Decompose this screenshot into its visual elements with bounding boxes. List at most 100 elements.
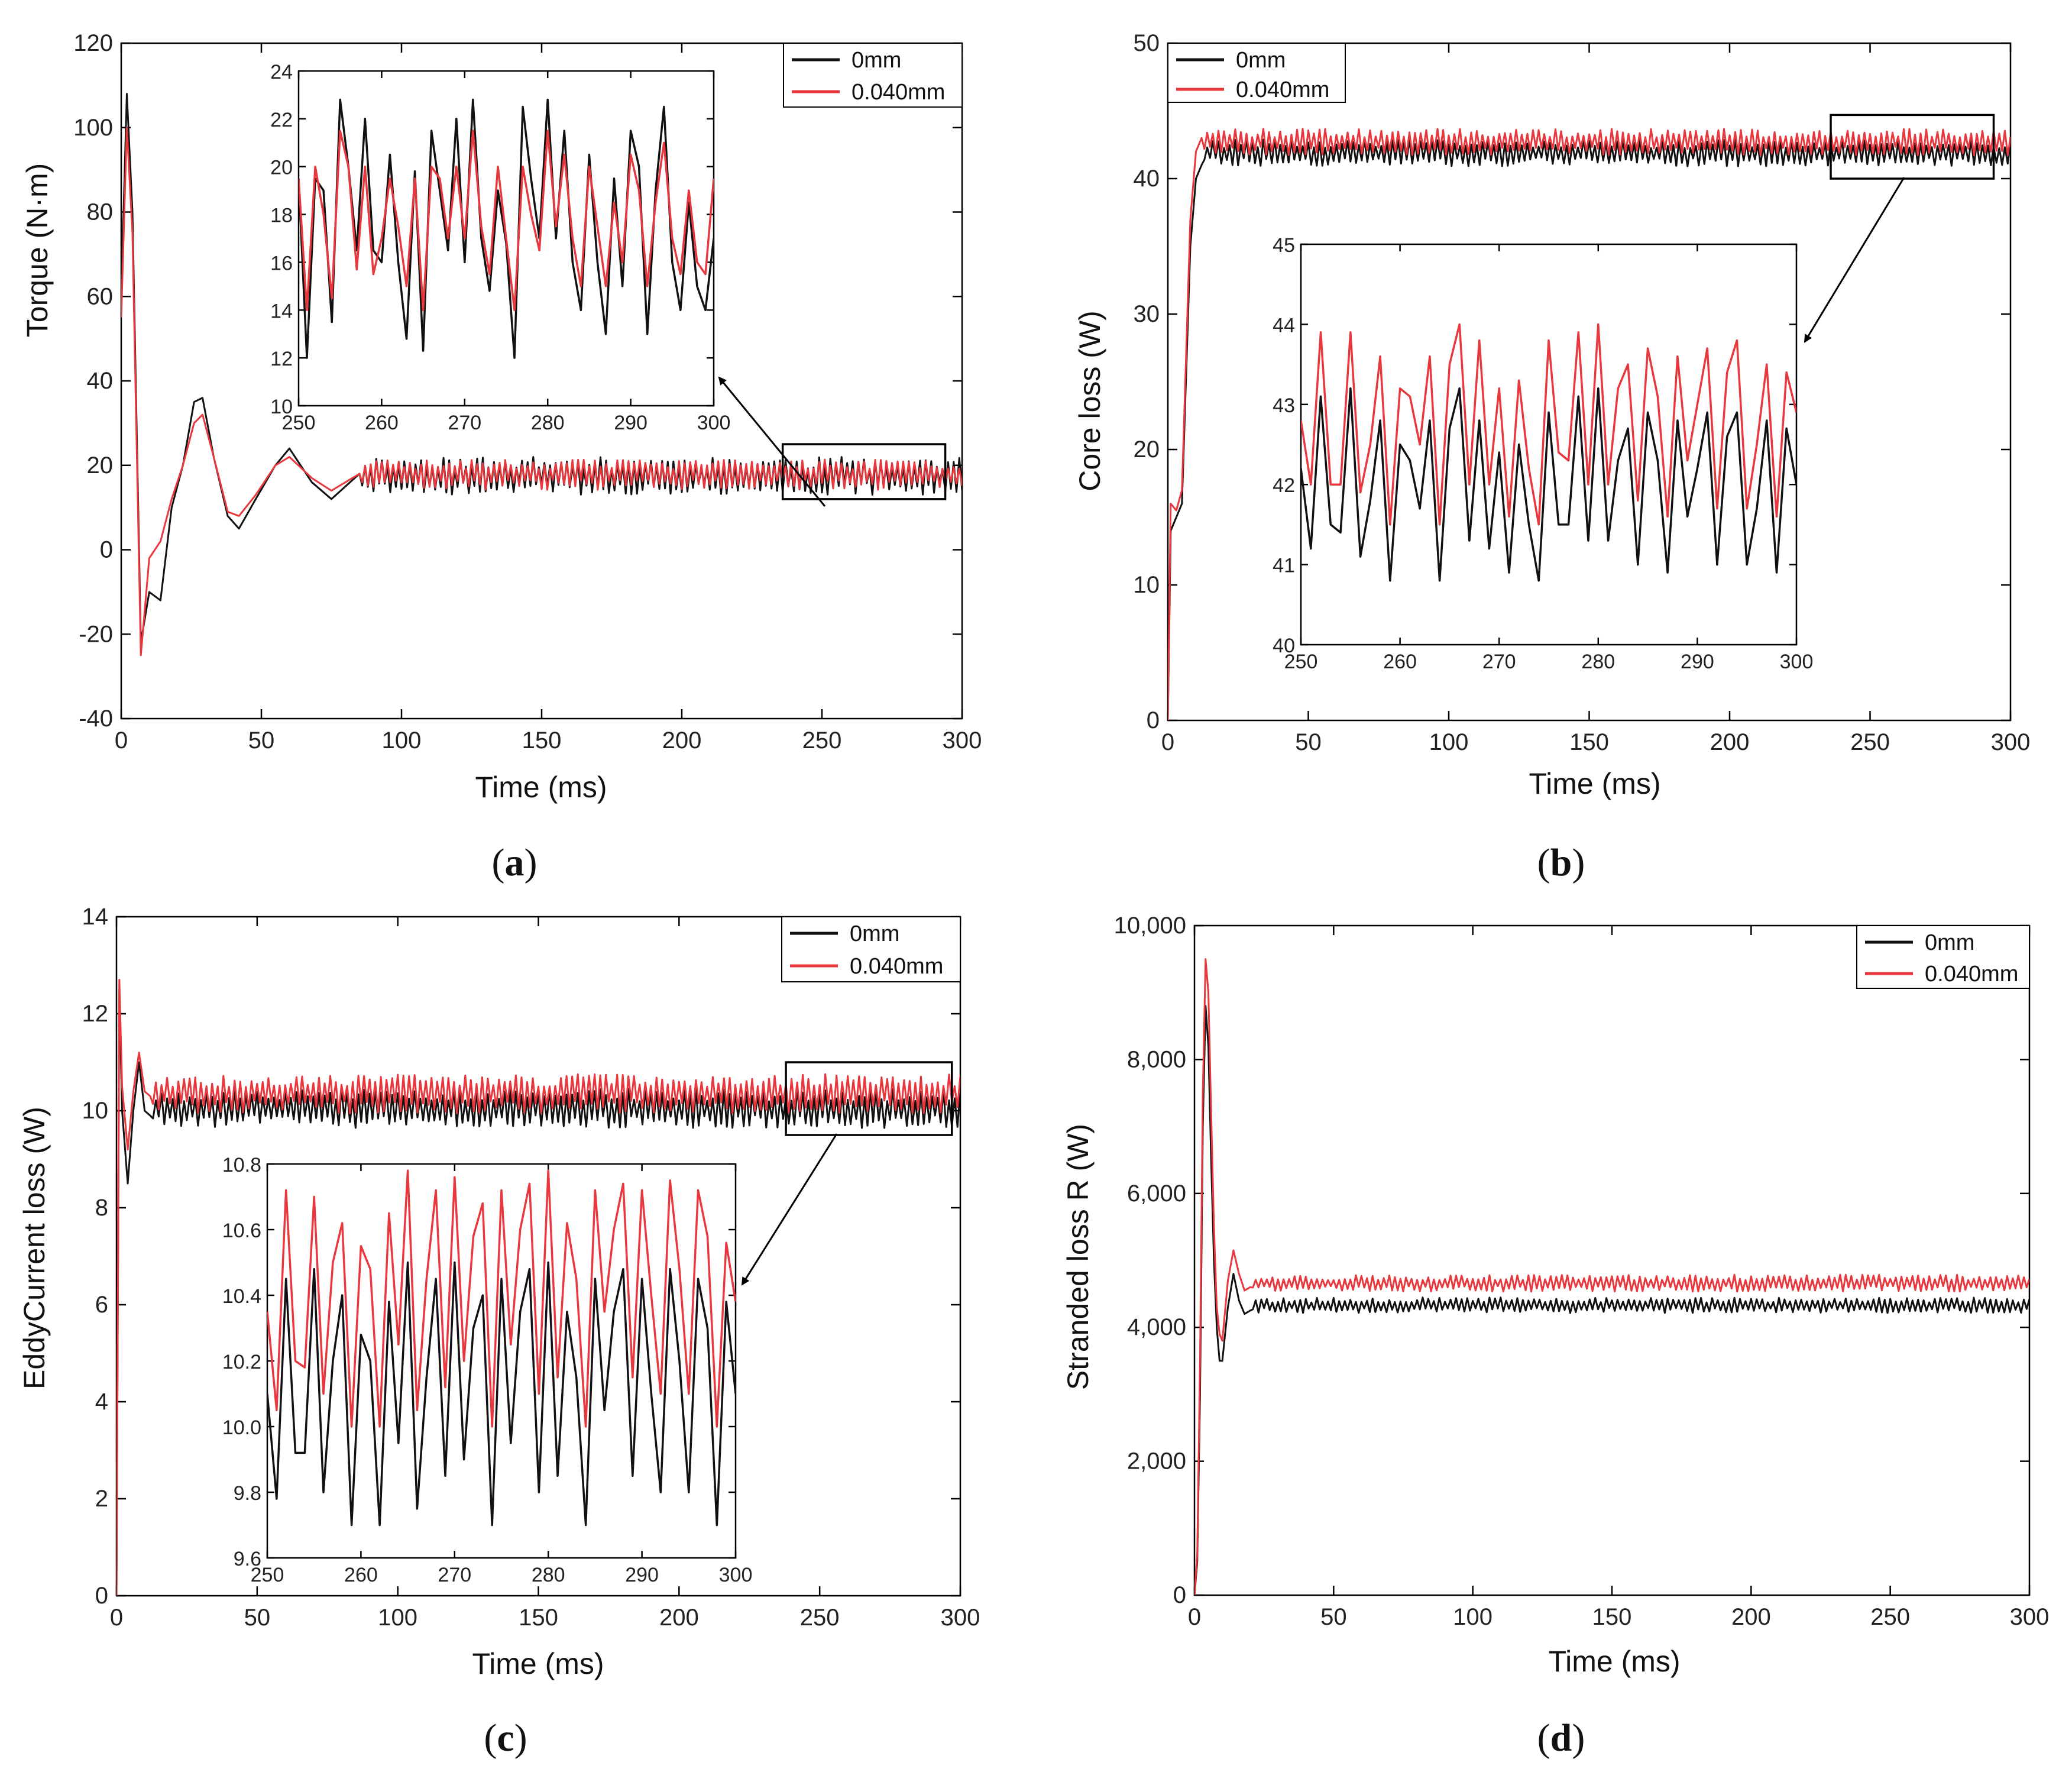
panel-b-xtick-label: 100: [1429, 729, 1469, 755]
panel-a-ytick-label: 20: [87, 452, 114, 478]
panel-d-xtick-label: 150: [1592, 1604, 1632, 1630]
panel-c-ytick-label: 14: [82, 904, 109, 930]
panel-d-xtick-label: 0: [1188, 1604, 1201, 1630]
panel-a-inset-xtick-label: 260: [365, 412, 399, 434]
panel-c-ytick-label: 2: [95, 1486, 108, 1512]
panel-d-ytick-label: 10,000: [1114, 913, 1186, 939]
panel-c-xtick-label: 50: [244, 1605, 271, 1631]
panel-a-xtick-label: 50: [248, 727, 275, 754]
panel-b-legend-box: [1167, 43, 1346, 103]
panel-b-legend-label: 0mm: [1236, 48, 1286, 73]
panel-b-xlabel: Time (ms): [1529, 767, 1660, 800]
panel-c-ytick-label: 12: [82, 1001, 109, 1027]
panel-a-inset-ytick-label: 24: [270, 61, 293, 83]
panel-b-xtick-label: 150: [1569, 729, 1609, 755]
panel-a-inset-ytick-label: 22: [270, 109, 293, 131]
panel-d-ytick-label: 0: [1173, 1582, 1186, 1608]
panel-a-inset-ytick-label: 14: [270, 300, 293, 322]
panel-b: 0 50 100 150 200 250 300 0 10 20 30 40 50 0mm 0.040mm…: [1073, 30, 2030, 884]
panel-a-ytick-label: 120: [73, 30, 113, 56]
panel-a-xtick-label: 250: [802, 727, 842, 754]
panel-b-inset-ytick-label: 45: [1273, 234, 1295, 257]
panel-c-inset-xtick-label: 300: [719, 1564, 753, 1586]
panel-a-inset-xtick-label: 280: [531, 412, 565, 434]
panel-b-ytick-label: 30: [1134, 301, 1160, 327]
panel-d-xtick-label: 100: [1453, 1604, 1493, 1630]
panel-b-xtick-label: 200: [1710, 729, 1750, 755]
panel-d-xtick-label: 300: [2010, 1604, 2050, 1630]
panel-b-xtick-label: 0: [1161, 729, 1174, 755]
panel-c-ytick-label: 6: [95, 1292, 108, 1318]
panel-c-inset-ytick-label: 9.6: [234, 1548, 261, 1570]
panel-d-frame: [1193, 924, 2031, 1596]
panel-a-ylabel: Torque (N·m): [21, 163, 54, 337]
panel-a-inset-ytick-label: 20: [270, 157, 293, 179]
panel-c-inset-xtick-label: 260: [344, 1564, 378, 1586]
panel-a-xtick-label: 0: [115, 727, 128, 754]
panel-d-ylabel: Stranded loss R (W): [1061, 1124, 1095, 1390]
panel-a-ytick-label: 100: [73, 115, 113, 141]
panel-d-series-line-0040mm: [1194, 958, 2029, 1595]
panel-c-inset-ytick-label: 10.2: [222, 1351, 261, 1373]
panel-b-series-line-0040mm: [1168, 128, 2011, 720]
panel-c-inset-ytick-label: 9.8: [234, 1482, 261, 1505]
panel-c-inset-ytick-label: 10.0: [222, 1417, 261, 1439]
panel-b-xtick-label: 300: [1991, 729, 2031, 755]
panel-b-ylabel: Core loss (W): [1073, 311, 1106, 491]
panel-a-inset-line-0040mm: [299, 130, 714, 312]
panel-a: 0 50 100 150 200 250 300-40-20020406080100120 …: [21, 30, 982, 884]
panel-a-ytick-label: -20: [79, 621, 113, 647]
panel-a-series-line-0040mm: [121, 127, 962, 657]
panel-d-xlabel: Time (ms): [1548, 1645, 1680, 1678]
panel-a-inset-xtick-label: 290: [614, 412, 648, 434]
panel-a-inset-ytick-label: 18: [270, 205, 293, 227]
panel-b-inset-ytick-label: 42: [1273, 474, 1295, 497]
panel-b-caption: (b): [1537, 841, 1585, 884]
panel-c-xlabel: Time (ms): [472, 1647, 604, 1680]
panel-a-legend-box: [783, 43, 963, 108]
panel-d-legend-label: 0mm: [1925, 930, 1974, 955]
panel-b-zoom-arrow: [1804, 177, 1905, 343]
panel-c-inset-ytick-label: 10.6: [222, 1220, 261, 1242]
panel-b-inset-ytick-label: 44: [1273, 314, 1295, 337]
panel-b-zoom-box: [1830, 114, 1995, 180]
panel-d-series-line-0mm: [1194, 1005, 2029, 1595]
panel-b-inset-ytick-label: 43: [1273, 395, 1295, 417]
panel-b-series-line-0mm: [1168, 138, 2011, 720]
panel-d-legend-box: [1856, 925, 2030, 989]
panel-b-inset-line-0mm: [1301, 387, 1796, 582]
panel-c-caption: (c): [484, 1716, 527, 1760]
panel-b-ytick-label: 20: [1134, 436, 1160, 463]
panel-c-ytick-label: 10: [82, 1098, 109, 1124]
panel-a-inset-ytick-label: 10: [270, 396, 293, 418]
panel-c-ytick-label: 0: [95, 1583, 108, 1609]
panel-d-ytick-label: 4,000: [1127, 1314, 1186, 1340]
panel-a-xlabel: Time (ms): [475, 771, 607, 804]
panel-b-ytick-label: 40: [1134, 166, 1160, 192]
panel-d-ytick-label: 6,000: [1127, 1181, 1186, 1207]
panel-b-inset-ytick-label: 40: [1273, 635, 1295, 657]
panel-c-legend-label: 0mm: [850, 921, 899, 946]
panel-b-xtick-label: 50: [1295, 729, 1322, 755]
panel-c-ylabel: EddyCurrent loss (W): [18, 1107, 51, 1389]
panel-c-series-line-0mm: [116, 988, 960, 1596]
panel-c-zoom-box: [785, 1061, 953, 1136]
panel-c-xtick-label: 150: [519, 1605, 558, 1631]
panel-c-xtick-label: 250: [800, 1605, 840, 1631]
panel-a-zoom-arrow: [718, 376, 826, 507]
panel-c-xtick-label: 300: [941, 1605, 980, 1631]
panel-c-inset-xtick-label: 270: [438, 1564, 471, 1586]
panel-d-legend-label: 0.040mm: [1925, 962, 2018, 987]
panel-b-ytick-label: 50: [1134, 30, 1160, 56]
panel-c-inset-ytick-label: 10.4: [222, 1285, 261, 1308]
panel-c-legend-box: [781, 916, 961, 982]
panel-b-inset-xtick-label: 300: [1780, 651, 1814, 673]
panel-c-inset-ytick-label: 10.8: [222, 1154, 261, 1176]
panel-a-caption: (a): [492, 841, 538, 884]
panel-c-xtick-label: 0: [110, 1605, 123, 1631]
panel-d-caption: (d): [1537, 1716, 1585, 1760]
panel-c-inset-xtick-label: 280: [532, 1564, 565, 1586]
panel-a-xtick-label: 300: [943, 727, 982, 754]
panel-c: 0 50 100 150 200 250 300 0 2 4 6 8 10 12 14 0mm 0.040mm…: [18, 904, 980, 1760]
